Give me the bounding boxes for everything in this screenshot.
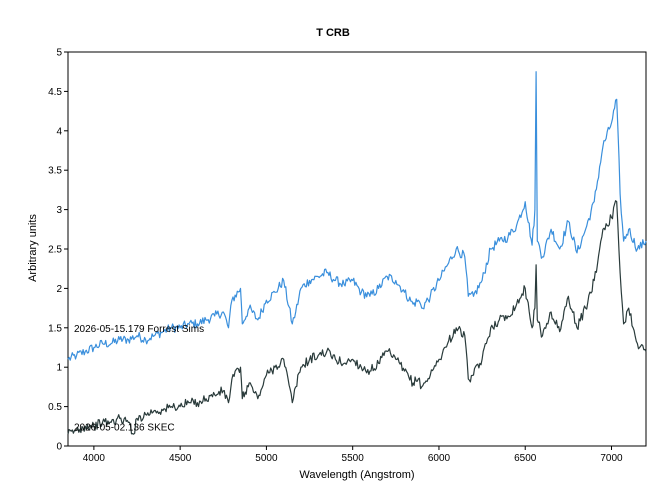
series-label-1: 2026-05-15.179 Forrest Sims (74, 324, 204, 335)
y-tick-label: 3 (56, 205, 62, 216)
y-tick-label: 4.5 (48, 87, 62, 98)
x-tick-label: 7000 (600, 453, 623, 464)
series-line-2 (67, 200, 647, 435)
series-label-2: 2026-05-02.136 SKEC (74, 422, 175, 433)
y-tick-label: 1 (56, 363, 62, 374)
y-tick-label: 0.5 (48, 402, 62, 413)
plot-area: 0 0.5 1 1.5 2 2.5 3 3.5 4 4.5 5 4000 4500 5000 5500 600… (48, 48, 647, 464)
chart-title: T CRB (316, 27, 350, 39)
series-line-1 (67, 71, 647, 361)
x-tick-label: 4500 (169, 453, 192, 464)
y-tick-label: 1.5 (48, 323, 62, 334)
x-tick-label: 6000 (428, 453, 451, 464)
x-tick-label: 5000 (255, 453, 278, 464)
y-tick-label: 4 (56, 126, 62, 137)
y-axis-label: Arbitrary units (27, 214, 39, 282)
y-tick-label: 2 (56, 284, 62, 295)
x-axis-label: Wavelength (Angstrom) (299, 469, 414, 481)
y-tick-label: 0 (56, 442, 62, 453)
y-tick-label: 3.5 (48, 166, 62, 177)
y-tick-label: 2.5 (48, 245, 62, 256)
x-tick-label: 4000 (83, 453, 106, 464)
y-tick-label: 5 (56, 48, 62, 59)
x-tick-label: 5500 (342, 453, 365, 464)
x-tick-label: 6500 (514, 453, 537, 464)
